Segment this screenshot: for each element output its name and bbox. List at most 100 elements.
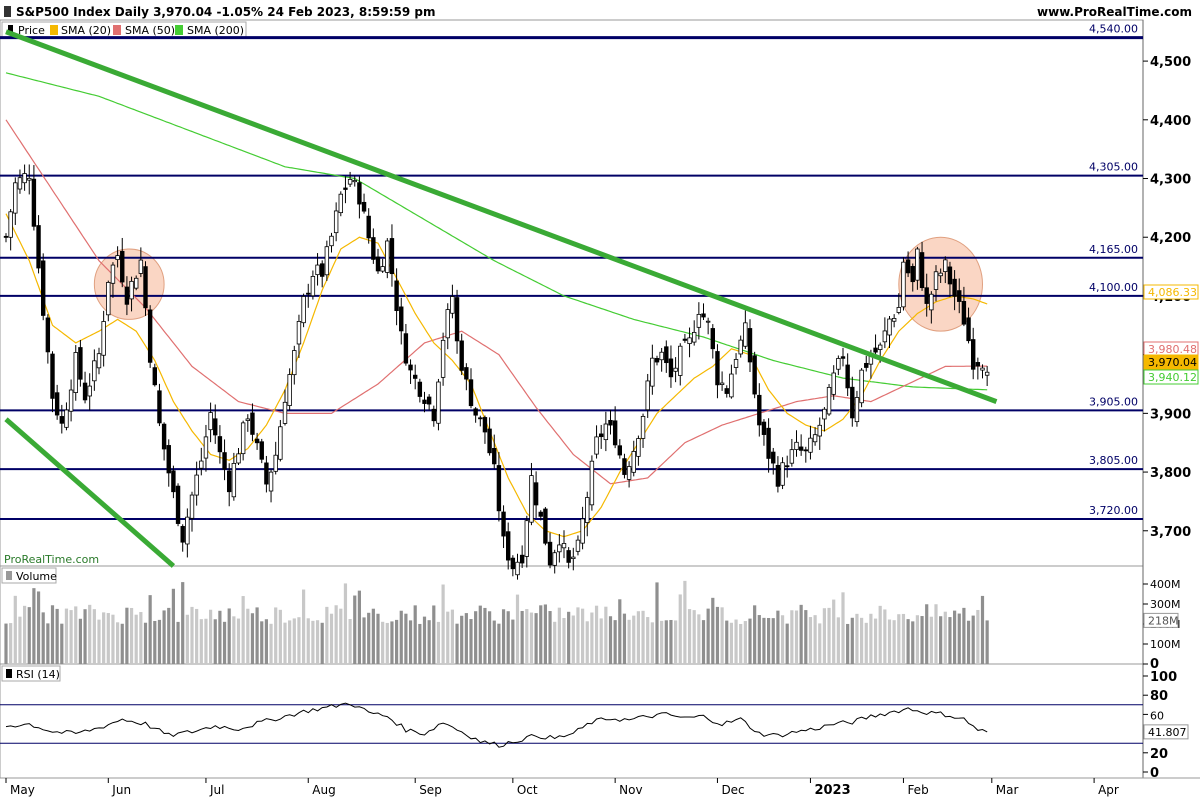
candle-body (854, 397, 860, 423)
candle-body (891, 318, 897, 322)
site-url[interactable]: www.ProRealTime.com (1037, 5, 1192, 19)
volume-bar (864, 622, 868, 664)
volume-bar (725, 620, 729, 664)
candle-body (933, 271, 939, 290)
candle-body (645, 380, 650, 411)
volume-bar (125, 607, 129, 664)
volume-bar (534, 613, 538, 664)
volume-bar (711, 597, 715, 664)
candle-body (180, 526, 185, 543)
candle-body (45, 317, 51, 353)
volume-bar (4, 623, 8, 664)
volume-bar (869, 613, 873, 664)
candle-body (478, 417, 483, 420)
volume-bar (464, 613, 468, 664)
volume-bar (246, 608, 250, 664)
volume-bar (274, 607, 278, 664)
volume-bar (827, 607, 831, 664)
candle-body (259, 441, 264, 460)
volume-panel-frame (0, 565, 1144, 665)
legend: Price SMA (20) SMA (50) SMA (200) (1, 21, 247, 39)
candle-body (124, 286, 130, 305)
candle-body (129, 280, 134, 300)
candle-body (185, 516, 190, 545)
x-tick-label: Dec (721, 783, 744, 797)
volume-bar (139, 612, 143, 664)
volume-bar (715, 606, 720, 664)
candle-body (780, 462, 785, 486)
volume-bar (199, 619, 203, 664)
volume-bar (474, 611, 478, 664)
volume-bar (599, 618, 603, 664)
volume-legend: Volume (1, 567, 57, 584)
candle-body (226, 470, 232, 493)
volume-bar (334, 605, 338, 664)
volume-bar (260, 621, 264, 664)
volume-bar (250, 613, 255, 664)
candle-body (831, 372, 836, 395)
volume-bar (404, 613, 408, 664)
level-label-5: 3,805.00 (1089, 454, 1138, 467)
candle-body (603, 423, 609, 441)
volume-bar (460, 615, 464, 664)
candle-body (980, 367, 985, 371)
candle-body (919, 252, 925, 289)
rsi-last-badge (1143, 724, 1189, 740)
candle-body (115, 255, 120, 261)
volume-tick-label: 400M (1150, 578, 1181, 591)
volume-legend-swatch (6, 571, 12, 580)
candle-body (794, 441, 799, 450)
volume-bar (492, 620, 496, 664)
volume-bar (520, 610, 524, 664)
candle-body (217, 436, 223, 453)
volume-bar (209, 609, 213, 664)
candle-body (864, 362, 869, 368)
candle-body (459, 340, 464, 371)
candle-body (236, 453, 241, 464)
volume-bar (111, 614, 115, 664)
candle-body (678, 345, 683, 376)
volume-bar (855, 613, 859, 664)
volume-bar (102, 612, 106, 664)
price-badge-0 (1143, 284, 1199, 300)
volume-bar (78, 618, 82, 664)
volume-bar (785, 623, 789, 664)
volume-bar (753, 605, 757, 664)
volume-bar (506, 611, 510, 664)
rsi-layer (0, 702, 1143, 748)
candle-body (292, 350, 297, 376)
candle-body (3, 235, 9, 238)
candle-body (101, 321, 106, 356)
volume-bar (129, 607, 134, 664)
candle-body (533, 482, 539, 506)
candle-body (571, 556, 576, 560)
sma50-line (5, 119, 988, 485)
candle-body (454, 297, 460, 342)
candle-body (715, 351, 720, 386)
volume-bar (60, 623, 64, 664)
candle-body (59, 416, 64, 424)
level-label-1: 4,305.00 (1089, 161, 1138, 174)
volume-bar (836, 617, 840, 664)
candle-body (464, 367, 469, 380)
highlight-ellipse-1 (898, 236, 984, 332)
candle-body (817, 424, 822, 437)
candle-body (524, 520, 529, 557)
legend-sma50: SMA (50) (125, 24, 175, 37)
volume-bar (613, 620, 617, 664)
volume-bar (376, 613, 380, 664)
candle-body (487, 428, 492, 454)
volume-bar (422, 616, 427, 664)
sma20-line (5, 213, 988, 538)
volume-bar (97, 619, 101, 664)
volume-bar (413, 605, 417, 664)
volume-bar (171, 588, 175, 664)
candle-body (547, 541, 553, 566)
volume-tick-label: 100M (1150, 638, 1181, 651)
candle-body (836, 358, 841, 370)
volume-bar (925, 604, 929, 664)
candle-body (492, 447, 497, 465)
candle-body (664, 346, 669, 364)
volume-bar (320, 622, 324, 664)
candle-body (924, 287, 929, 304)
